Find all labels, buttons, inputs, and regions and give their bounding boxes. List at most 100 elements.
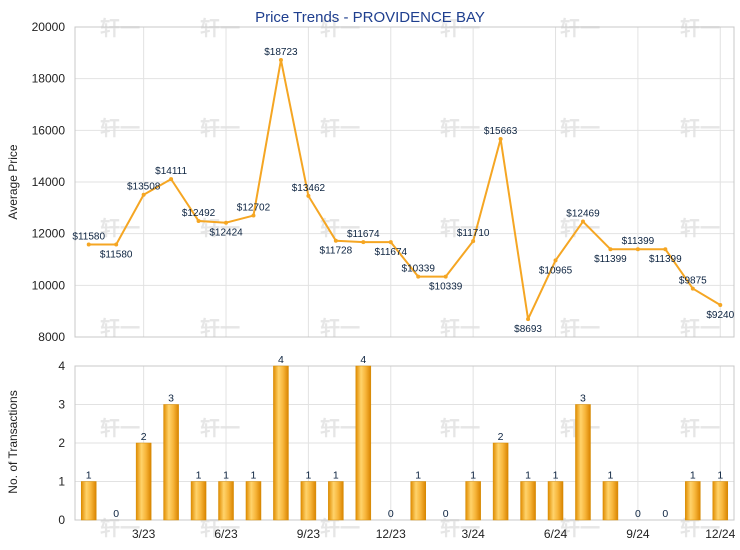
transaction-count-label: 4 — [360, 354, 366, 366]
watermark-text: 轩一 — [320, 416, 360, 440]
x-tick-label: 3/24 — [461, 527, 485, 541]
price-point — [443, 274, 448, 279]
price-tick-label: 10000 — [32, 278, 66, 292]
x-tick-label: 9/24 — [626, 527, 650, 541]
transaction-count-label: 1 — [717, 470, 723, 482]
price-point — [690, 286, 695, 291]
price-tick-label: 20000 — [32, 20, 66, 34]
top-plot-frame — [74, 26, 735, 338]
price-point — [196, 218, 201, 223]
x-tick-label: 6/24 — [544, 527, 568, 541]
x-tick-label: 3/23 — [132, 527, 156, 541]
price-data-label: $9875 — [679, 276, 707, 287]
transactions-tick-label: 4 — [58, 359, 65, 373]
price-axis-title: Average Price — [6, 144, 20, 219]
chart-title: Price Trends - PROVIDENCE BAY — [255, 9, 485, 26]
watermark-text: 轩一 — [200, 316, 240, 340]
price-point — [361, 240, 366, 245]
watermark-text: 轩一 — [680, 416, 720, 440]
watermark-text: 轩一 — [320, 16, 360, 40]
watermark-text: 轩一 — [100, 416, 140, 440]
price-data-label: $12702 — [237, 203, 271, 214]
price-line — [88, 58, 721, 321]
watermark-text: 轩一 — [200, 416, 240, 440]
price-data-label: $11399 — [649, 254, 682, 265]
price-point — [251, 213, 256, 218]
watermark-text: 轩一 — [440, 116, 480, 140]
price-point — [141, 192, 146, 197]
transaction-bar — [135, 442, 152, 521]
transaction-count-label: 1 — [223, 470, 229, 482]
transactions-axis-title: No. of Transactions — [6, 390, 20, 493]
transaction-count-label: 1 — [690, 470, 696, 482]
transaction-count-label: 1 — [525, 470, 531, 482]
transaction-bar — [328, 481, 344, 521]
transactions-tick-label: 0 — [58, 513, 65, 527]
price-data-label: $11580 — [100, 250, 133, 261]
price-data-label: $11710 — [457, 228, 490, 239]
price-point — [663, 247, 668, 252]
transaction-bar — [80, 481, 97, 521]
price-data-label: $8693 — [514, 324, 542, 335]
transaction-bar — [547, 481, 564, 521]
price-data-label: $11674 — [347, 229, 380, 240]
price-data-label: $12424 — [209, 228, 243, 239]
transaction-bar — [218, 481, 234, 521]
transaction-bar — [245, 481, 262, 521]
price-point — [169, 177, 174, 182]
transaction-count-label: 0 — [635, 508, 641, 520]
transaction-bar — [273, 365, 289, 521]
price-data-label: $12492 — [182, 208, 216, 219]
x-tick-label: 12/23 — [376, 527, 406, 541]
transaction-count-label: 1 — [305, 470, 311, 482]
transaction-count-label: 4 — [278, 354, 284, 366]
price-point — [388, 240, 393, 245]
price-data-label: $12469 — [566, 209, 600, 220]
transaction-bar — [712, 481, 729, 521]
price-data-label: $13508 — [127, 182, 161, 193]
transaction-count-label: 2 — [141, 431, 147, 443]
price-point — [278, 57, 283, 62]
watermark-text: 轩一 — [440, 416, 480, 440]
transaction-count-label: 3 — [580, 393, 586, 405]
price-point — [114, 242, 119, 247]
price-point — [553, 258, 558, 263]
watermark-text: 轩一 — [560, 216, 600, 240]
price-tick-label: 8000 — [38, 330, 65, 344]
transaction-bar — [410, 481, 426, 521]
transaction-bar — [163, 404, 179, 521]
watermark-text: 轩一 — [680, 316, 720, 340]
price-point — [306, 193, 311, 198]
transaction-bar — [355, 365, 372, 521]
watermark-text: 轩一 — [200, 16, 240, 40]
transaction-count-label: 0 — [388, 508, 394, 520]
price-data-label: $11580 — [72, 232, 105, 243]
watermark-text: 轩一 — [100, 16, 140, 40]
price-point — [86, 242, 91, 247]
x-tick-label: 6/23 — [214, 527, 238, 541]
transaction-count-label: 2 — [498, 431, 504, 443]
price-point — [498, 137, 503, 142]
watermark-text: 轩一 — [320, 316, 360, 340]
price-point — [526, 317, 531, 322]
watermark-text: 轩一 — [320, 216, 360, 240]
price-tick-label: 16000 — [32, 123, 66, 137]
price-data-label: $11674 — [374, 247, 407, 258]
watermark-text: 轩一 — [680, 216, 720, 240]
transaction-count-label: 1 — [333, 470, 339, 482]
price-point — [333, 238, 338, 243]
bottom-plot-frame — [74, 365, 735, 521]
transactions-tick-label: 3 — [58, 398, 65, 412]
price-data-label: $11399 — [594, 254, 627, 265]
price-data-label: $10339 — [429, 282, 463, 293]
transaction-count-label: 1 — [86, 470, 92, 482]
price-point — [580, 219, 585, 224]
transaction-count-label: 1 — [470, 470, 476, 482]
price-tick-label: 18000 — [32, 72, 66, 86]
transaction-count-label: 3 — [168, 393, 174, 405]
price-data-label: $14111 — [155, 166, 187, 177]
transaction-count-label: 1 — [553, 470, 559, 482]
transactions-tick-label: 2 — [58, 436, 65, 450]
transaction-bar — [190, 481, 207, 521]
watermark-text: 轩一 — [560, 116, 600, 140]
